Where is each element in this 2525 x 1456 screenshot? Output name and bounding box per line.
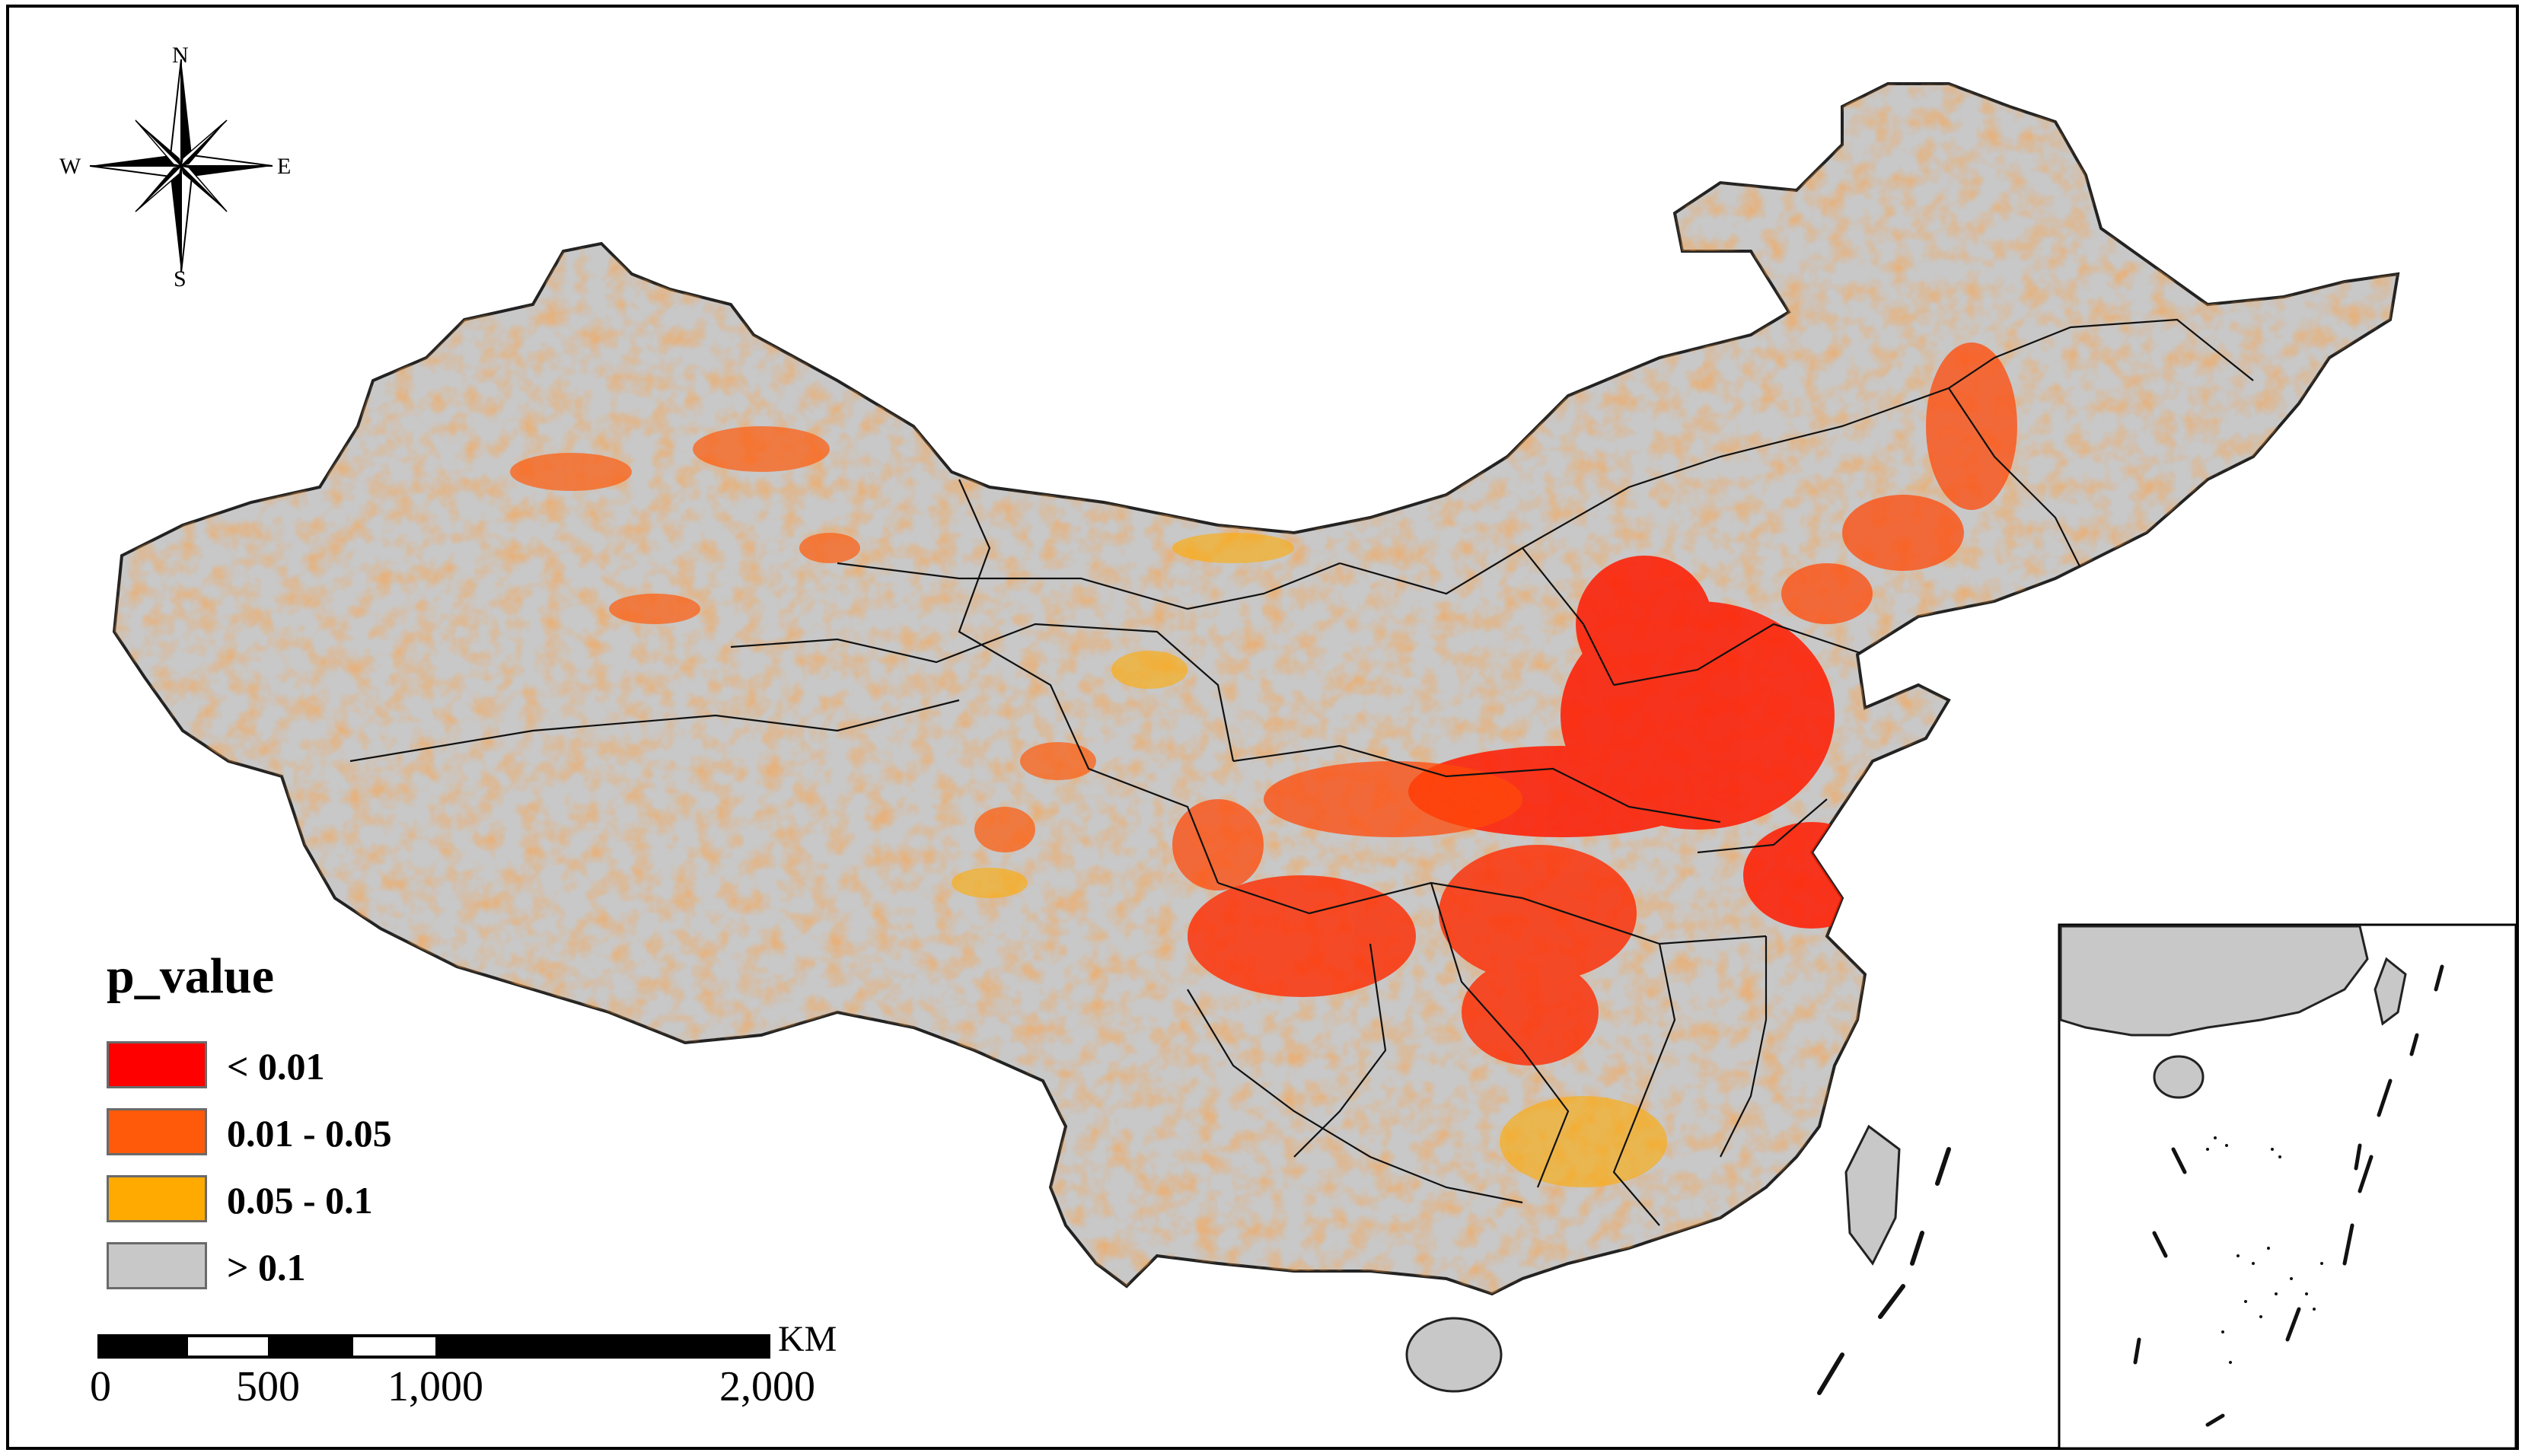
hotspot-xinjiang bbox=[510, 426, 1096, 852]
legend-label: 0.05 - 0.1 bbox=[227, 1179, 373, 1222]
map-frame bbox=[6, 5, 2519, 1450]
hainan-island bbox=[1405, 1317, 1503, 1393]
inset-south-china-sea bbox=[2058, 923, 2517, 1450]
compass-north-label: N bbox=[172, 43, 189, 68]
compass-rose bbox=[89, 59, 273, 273]
legend-label: < 0.01 bbox=[227, 1045, 325, 1088]
scale-unit: KM bbox=[778, 1319, 837, 1359]
scale-label: 0 bbox=[90, 1363, 111, 1410]
hotspot-central bbox=[1172, 342, 2017, 890]
province-boundaries bbox=[349, 318, 2254, 1226]
scale-bar bbox=[97, 1334, 770, 1359]
legend-swatch bbox=[107, 1242, 207, 1289]
compass-east-label: E bbox=[277, 154, 292, 179]
legend-label: > 0.1 bbox=[227, 1246, 306, 1289]
hotspot-secondary bbox=[952, 533, 1667, 1187]
taiwan-island bbox=[1844, 1124, 1901, 1266]
hotspot-sichuan-basin bbox=[1188, 845, 1637, 1066]
maritime-boundary-dashes bbox=[1817, 1147, 1951, 1395]
scale-label: 1,000 bbox=[387, 1363, 483, 1410]
scale-label: 500 bbox=[236, 1363, 300, 1410]
compass-west-label: W bbox=[59, 154, 81, 179]
legend-swatch bbox=[107, 1108, 207, 1155]
legend-title: p_value bbox=[107, 948, 275, 1004]
legend-swatch bbox=[107, 1175, 207, 1222]
compass-south-label: S bbox=[174, 266, 187, 292]
scale-label: 2,000 bbox=[719, 1363, 815, 1410]
legend-swatch bbox=[107, 1041, 207, 1088]
legend-label: 0.01 - 0.05 bbox=[227, 1112, 392, 1155]
